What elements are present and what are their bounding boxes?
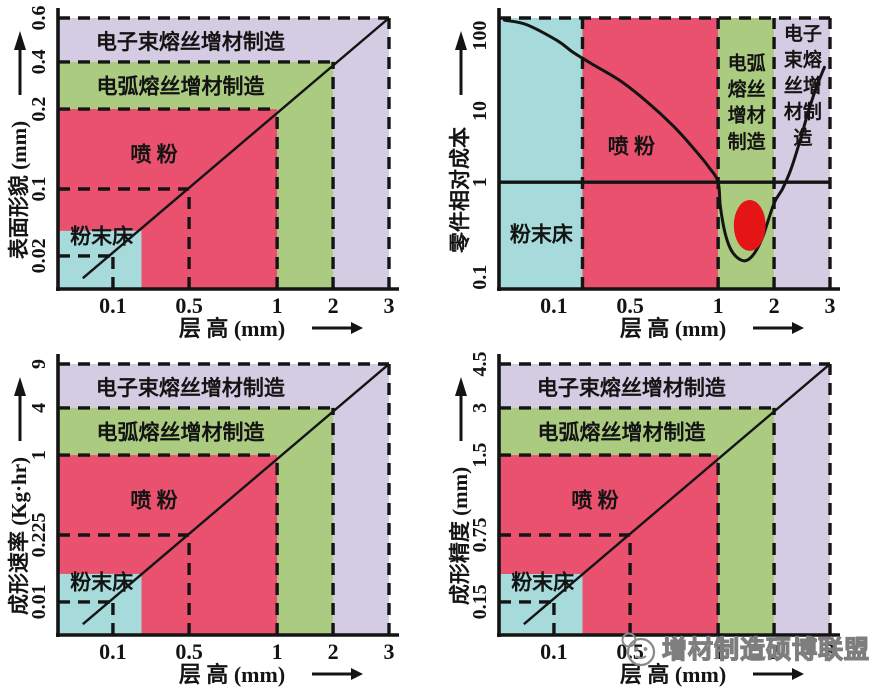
region-label-electron-beam-wire: 电子束熔丝增材制造 [537,376,727,400]
y-tick-label: 4.5 [469,352,491,377]
x-axis-title: 层 高 (mm) [179,662,285,687]
y-axis-arrowhead-icon [455,377,467,396]
y-axis-title: 成形精度 (mm) [448,467,472,605]
y-axis-arrowhead-icon [455,31,467,50]
gridlines [499,16,832,289]
y-tick-label: 0.1 [28,177,50,202]
x-tick-label: 2 [328,293,339,318]
x-tick-label: 1 [272,639,283,664]
y-axis-arrowhead-icon [14,31,26,50]
x-tick-label: 0.1 [540,293,568,318]
region-label-electron-beam-wire: 电子束熔丝增材制造 [96,30,286,54]
region-label-wire-arc: 电弧熔丝增材制造 [97,75,266,99]
x-tick-label: 0.5 [616,639,644,664]
cost-curve [503,18,826,263]
x-axis-arrowhead-icon [351,668,363,680]
axes: 成形速率 (Kg·hr)0.01 0.225 1 4 9 0.1 0.5 1 2 3 层 高 (mm… [7,354,399,687]
y-tick-label: 1 [469,177,491,187]
band-label-wire-arc: 电弧熔丝增材制造 [728,52,767,153]
bands [499,18,830,289]
x-tick-label: 0.1 [540,639,568,664]
region-label-blown-powder: 喷 粉 [571,489,618,513]
x-tick-label: 0.1 [99,293,127,318]
x-tick-label: 2 [769,639,780,664]
band-label-electron-beam-wire: 电子束熔丝增材制造 [784,22,823,149]
x-tick-label: 1 [713,293,724,318]
y-axis-arrowhead-icon [14,377,26,396]
region-label-blown-powder: 喷 粉 [130,489,177,513]
y-tick-label: 4 [28,403,50,413]
diagonal-line [82,363,390,626]
band-electron-beam-wire [774,18,830,289]
region-powder-bed [58,573,142,635]
band-powder-bed [499,18,583,289]
x-tick-label: 0.5 [616,293,644,318]
x-tick-label: 1 [272,293,283,318]
y-tick-label: 0.225 [28,513,50,558]
region-label-electron-beam-wire: 电子束熔丝增材制造 [96,376,286,400]
region-label-powder-bed: 粉末床 [70,570,133,594]
band-label-powder-bed: 粉末床 [510,222,573,246]
y-tick-label: 0.75 [469,518,491,553]
band-blown-powder [582,18,719,289]
y-tick-label: 0.1 [469,265,491,290]
x-tick-label: 3 [384,639,395,664]
x-tick-label: 0.5 [175,639,203,664]
x-axis-title: 层 高 (mm) [620,662,726,687]
y-tick-label: 0.02 [28,238,50,273]
y-tick-label: 1 [28,450,50,460]
x-axis-title: 层 高 (mm) [620,316,726,341]
y-tick-label: 3 [469,403,491,413]
x-tick-label: 2 [769,293,780,318]
x-tick-label: 3 [825,293,836,318]
axes: 表面形貌 (mm)0.02 0.1 0.2 0.4 0.6 0.1 0.5 1 2 3 层 高 (m… [7,6,399,341]
region-label-wire-arc: 电弧熔丝增材制造 [97,421,266,445]
axes: 零件相对成本 0.1 1 10 100 0.1 0.5 1 2 3 层 高 (mm) [448,8,840,341]
y-axis-title: 成形速率 (Kg·hr) [7,457,31,615]
x-axis-title: 层 高 (mm) [179,316,285,341]
x-tick-label: 2 [328,639,339,664]
x-tick-label: 3 [384,293,395,318]
x-axis-arrowhead-icon [351,322,363,334]
y-axis-title: 零件相对成本 [448,127,472,254]
y-axis-title: 表面形貌 (mm) [7,121,31,259]
diagonal-line [523,363,831,626]
y-tick-label: 100 [469,21,491,51]
region-label-powder-bed: 粉末床 [70,224,133,248]
band-label-blown-powder: 喷 粉 [608,134,655,158]
sweet-spot-ellipse [733,200,766,251]
x-tick-label: 1 [713,639,724,664]
diagonal-line [82,17,390,280]
y-tick-label: 0.6 [28,6,50,31]
x-axis-arrowhead-icon [792,668,804,680]
region-label-blown-powder: 喷 粉 [130,143,177,167]
y-tick-label: 10 [469,101,491,121]
y-tick-label: 0.4 [28,49,50,74]
y-tick-label: 0.01 [28,584,50,619]
gridlines [499,362,832,635]
region-label-wire-arc: 电弧熔丝增材制造 [538,421,707,445]
y-tick-label: 9 [28,359,50,369]
x-tick-label: 0.5 [175,293,203,318]
x-axis-arrowhead-icon [792,322,804,334]
y-tick-label: 1.5 [469,443,491,468]
gridlines [58,16,391,289]
y-tick-label: 0.15 [469,584,491,619]
x-tick-label: 3 [825,639,836,664]
gridlines [58,362,391,635]
x-tick-label: 0.1 [99,639,127,664]
region-label-powder-bed: 粉末床 [511,570,574,594]
y-tick-label: 0.2 [28,97,50,122]
region-powder-bed [499,574,583,635]
